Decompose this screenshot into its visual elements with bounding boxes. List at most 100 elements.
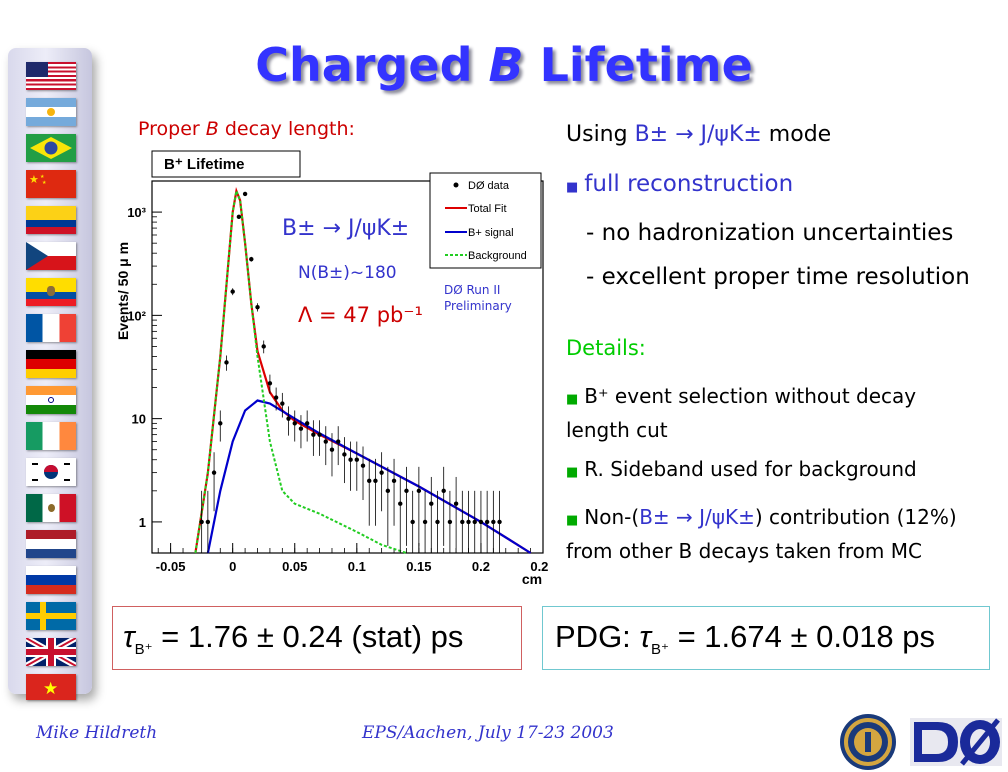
data-point [211, 470, 217, 475]
legend-background: Background [468, 250, 527, 262]
svg-text:★: ★ [40, 174, 45, 180]
plot-nevents: N(B±)~180 [298, 263, 397, 283]
brazil-flag-icon [26, 134, 76, 162]
flag-sidebar: ★ ★ ★ ★ [8, 48, 92, 700]
d0-logo-icon [910, 718, 1002, 766]
data-point [218, 421, 223, 426]
dash-resolution: - excellent proper time resolution [586, 264, 970, 290]
data-point [422, 519, 428, 525]
plot-legend: DØ data Total Fit B+ signal Background [429, 172, 542, 269]
data-point [230, 289, 235, 294]
svg-text:★: ★ [43, 679, 58, 699]
data-point [311, 432, 316, 437]
data-point [429, 501, 434, 506]
data-point [373, 478, 378, 484]
data-point [317, 432, 322, 437]
svg-text:★: ★ [42, 180, 47, 186]
lifetime-plot: -0.05 0 0.05 0.1 0.15 0.2 0.25 1 10 10² 10³ B⁺ Lif… [115, 150, 548, 586]
data-point [478, 519, 484, 525]
plot-decay-label: B± → J/ψK± [282, 216, 410, 241]
netherlands-flag-icon [26, 530, 76, 558]
detail-sideband: ■ R. Sideband used for background [566, 457, 917, 481]
plot-xlabel: cm [522, 571, 542, 586]
data-point [242, 191, 248, 197]
ecuador-flag-icon [26, 278, 76, 306]
pdg-formula: PDG: τB⁺ = 1.674 ± 0.018 ps [555, 619, 936, 659]
y-tick-label: 10² [127, 308, 146, 323]
data-point [199, 519, 204, 525]
data-point [410, 519, 415, 525]
data-point [292, 421, 297, 426]
data-point [304, 421, 310, 426]
germany-flag-icon [26, 350, 76, 378]
data-point [280, 401, 285, 406]
legend-total-fit: Total Fit [468, 203, 507, 215]
x-tick-label: 0.05 [282, 559, 307, 574]
result-formula: τB⁺ = 1.76 ± 0.24 (stat) ps [123, 619, 464, 659]
data-point [435, 519, 440, 525]
data-point [447, 519, 453, 525]
data-point [354, 457, 360, 462]
usa-flag-icon [26, 62, 76, 90]
data-point [497, 519, 502, 525]
plot-ylabel: Events/ 50 μ m [115, 242, 131, 340]
data-point [416, 488, 422, 494]
data-point [379, 470, 384, 475]
data-point [360, 463, 366, 468]
india-flag-icon [26, 386, 76, 414]
data-point [335, 439, 341, 444]
china-flag-icon: ★ ★ ★ [26, 170, 76, 198]
notre-dame-seal-icon [840, 714, 896, 770]
details-heading: Details: [566, 336, 646, 360]
data-point [224, 360, 229, 365]
using-mode: Using B± → J/ψK± mode [566, 122, 832, 147]
data-point [404, 488, 409, 494]
data-point [329, 447, 335, 452]
data-point [491, 519, 496, 525]
argentina-flag-icon [26, 98, 76, 126]
dash-hadronization: - no hadronization uncertainties [586, 220, 954, 246]
plot-title-box [151, 150, 301, 178]
plot-title: B⁺ Lifetime [164, 156, 244, 173]
pdg-box: PDG: τB⁺ = 1.674 ± 0.018 ps [542, 606, 990, 670]
plot-lumi: Λ = 47 pb⁻¹ [298, 303, 423, 327]
mexico-flag-icon [26, 494, 76, 522]
russia-flag-icon [26, 566, 76, 594]
data-point [472, 519, 477, 525]
data-point [298, 426, 304, 431]
footer-author: Mike Hildreth [36, 723, 158, 743]
data-point [398, 501, 403, 506]
y-tick-label: 1 [139, 515, 146, 530]
slide-title: Charged B Lifetime [255, 38, 753, 92]
x-tick-label: -0.05 [156, 559, 186, 574]
colombia-flag-icon [26, 206, 76, 234]
data-point [385, 488, 391, 494]
data-point [236, 214, 242, 220]
detail-contribution: ■ Non-(B± → J/ψK±) contribution (12%) fro… [566, 505, 957, 563]
data-point [484, 519, 490, 525]
sweden-flag-icon [26, 602, 76, 630]
data-point [255, 304, 260, 310]
legend-signal: B+ signal [468, 227, 514, 239]
proper-decay-heading: Proper B decay length: [138, 118, 355, 140]
data-point [441, 488, 446, 494]
data-point [453, 501, 459, 506]
data-point [348, 457, 353, 462]
x-tick-label: 0.2 [472, 559, 490, 574]
bullet-full-reconstruction: ■ full reconstruction [566, 171, 794, 197]
data-point [460, 519, 465, 525]
y-tick-label: 10 [132, 412, 146, 427]
data-point [205, 519, 211, 525]
result-box: τB⁺ = 1.76 ± 0.24 (stat) ps [112, 606, 522, 670]
curve-background [194, 187, 407, 554]
y-tick-label: 10³ [127, 205, 146, 220]
data-point [261, 344, 266, 349]
detail-selection: ■ B⁺ event selection without decay length… [566, 384, 917, 442]
svg-text:★: ★ [29, 173, 39, 186]
plot-run-label: DØ Run II Preliminary [444, 283, 512, 313]
plot-frame [151, 180, 544, 554]
vietnam-flag-icon: ★ [26, 674, 76, 700]
korea-flag-icon [26, 458, 76, 486]
x-tick-label: 0.25 [530, 559, 548, 574]
data-point [249, 256, 254, 262]
